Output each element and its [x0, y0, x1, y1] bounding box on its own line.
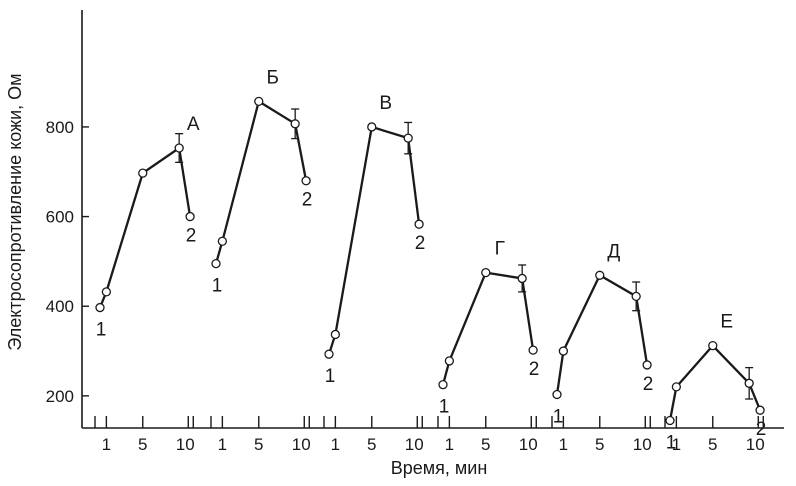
point-label: 1	[666, 433, 677, 454]
data-point	[174, 143, 184, 153]
data-point	[254, 96, 264, 107]
series-label: А	[187, 114, 200, 135]
y-tick-label: 800	[46, 118, 74, 137]
axes	[81, 10, 784, 429]
series-label: В	[379, 93, 392, 114]
series-6: 1 2 Е	[665, 312, 767, 454]
data-point	[528, 345, 538, 355]
point-label: 2	[415, 233, 426, 254]
data-point	[403, 133, 413, 143]
point-label: 2	[302, 190, 313, 211]
y-tick-label: 400	[46, 297, 74, 316]
point-label: 2	[529, 359, 540, 380]
point-label: 2	[186, 226, 197, 247]
x-axis-title: Время, мин	[391, 458, 488, 478]
x-tick-label: 5	[595, 435, 604, 454]
x-tick-label: 1	[102, 435, 111, 454]
x-tick-label: 5	[481, 435, 490, 454]
x-tick-label: 10	[176, 435, 195, 454]
data-point	[217, 236, 228, 246]
data-point	[330, 329, 341, 340]
data-point	[481, 267, 491, 278]
series-line	[441, 271, 535, 385]
y-ticks: 200 400 600 800	[46, 118, 89, 406]
data-point	[642, 360, 652, 370]
series-layer: 1 2 А 1 2 Б 1 2 В 1 2 Г 1 2 Д 1 2 Е	[95, 67, 767, 454]
x-tick-label: 1	[331, 435, 340, 454]
x-tick-label: 5	[254, 435, 263, 454]
series-label: Е	[720, 312, 733, 333]
x-tick-label: 1	[218, 435, 227, 454]
x-tick-label: 1	[445, 435, 454, 454]
data-point	[552, 389, 562, 400]
data-point	[744, 378, 754, 388]
point-label: 2	[643, 374, 654, 395]
x-tick-label: 10	[405, 435, 424, 454]
point-label: 2	[756, 419, 767, 440]
data-point	[367, 122, 377, 132]
x-tick-label: 5	[367, 435, 376, 454]
x-tick-label: 5	[708, 435, 717, 454]
point-label: 1	[212, 276, 223, 297]
x-tick-label: 1	[672, 435, 681, 454]
data-point	[211, 258, 221, 269]
x-tick-label: 10	[746, 435, 765, 454]
data-point	[517, 273, 527, 284]
data-point	[558, 346, 569, 356]
data-point	[671, 382, 682, 392]
data-point	[595, 270, 605, 280]
data-point	[414, 219, 424, 229]
y-axis-title: Электросопротивление кожи, Ом	[5, 73, 25, 350]
series-label: Б	[267, 67, 279, 88]
data-point	[101, 287, 112, 297]
x-tick-label: 5	[138, 435, 147, 454]
data-point	[438, 380, 448, 390]
series-4: 1 2 Г	[438, 239, 540, 418]
point-label: 1	[553, 407, 564, 428]
series-3: 1 2 В	[324, 93, 426, 387]
series-1: 1 2 А	[95, 114, 200, 341]
y-tick-label: 600	[46, 208, 74, 227]
data-point	[138, 168, 148, 178]
x-tick-label: 10	[633, 435, 652, 454]
x-tick-label: 1	[559, 435, 568, 454]
x-ticks: 1 5 10 1 5 10 1 5 10 1 5 10 1 5 10 1 5 10	[94, 416, 765, 454]
point-label: 1	[325, 366, 336, 387]
point-label: 1	[96, 320, 107, 341]
series-line	[327, 125, 421, 355]
data-point	[665, 415, 675, 426]
data-point	[185, 211, 195, 222]
data-point	[324, 349, 334, 359]
data-point	[290, 119, 300, 129]
x-tick-label: 10	[292, 435, 311, 454]
data-point	[444, 356, 455, 366]
data-point	[95, 302, 105, 313]
data-point	[631, 291, 641, 302]
data-point	[755, 405, 765, 415]
data-point	[301, 176, 311, 186]
y-tick-label: 200	[46, 387, 74, 406]
data-point	[708, 341, 718, 351]
series-5: 1 2 Д	[552, 241, 654, 428]
point-label: 1	[439, 397, 450, 418]
x-tick-label: 10	[519, 435, 538, 454]
series-label: Д	[607, 241, 620, 262]
series-label: Г	[495, 239, 505, 260]
series-2: 1 2 Б	[211, 67, 313, 297]
